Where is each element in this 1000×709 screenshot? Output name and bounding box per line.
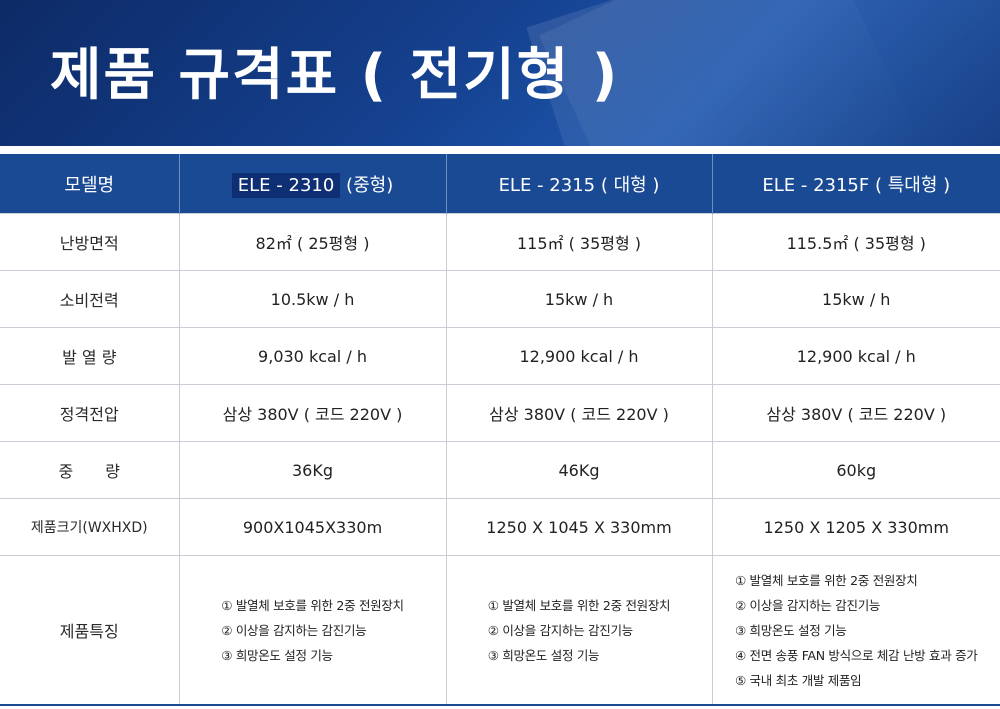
table-row: 소비전력 10.5kw / h 15kw / h 15kw / h xyxy=(0,270,1000,328)
table-cell: 15kw / h xyxy=(711,270,1000,328)
features-cell: ① 발열체 보호를 위한 2중 전원장치 ② 이상을 감지하는 감진기능 ③ 희… xyxy=(711,555,1000,706)
table-cell: 삼상 380V ( 코드 220V ) xyxy=(445,384,713,442)
list-item: ③ 희망온도 설정 기능 xyxy=(221,647,333,663)
table-row: 난방면적 82㎡ ( 25평형 ) 115㎡ ( 35평형 ) 115.5㎡ (… xyxy=(0,213,1000,271)
features-list: ① 발열체 보호를 위한 2중 전원장치 ② 이상을 감지하는 감진기능 ③ 희… xyxy=(735,568,978,693)
table-cell: 9,030 kcal / h xyxy=(178,327,447,385)
table-cell: 1250 X 1205 X 330mm xyxy=(711,498,1000,556)
features-row: 제품특징 ① 발열체 보호를 위한 2중 전원장치 ② 이상을 감지하는 감진기… xyxy=(0,555,1000,706)
list-item: ② 이상을 감지하는 감진기능 xyxy=(487,622,633,638)
model-name: ELE - 2310 xyxy=(231,172,341,198)
row-label: 소비전력 xyxy=(0,270,180,328)
features-list: ① 발열체 보호를 위한 2중 전원장치 ② 이상을 감지하는 감진기능 ③ 희… xyxy=(488,593,671,668)
row-label: 제품특징 xyxy=(0,555,180,706)
list-item: ④ 전면 송풍 FAN 방식으로 체감 난방 효과 증가 xyxy=(734,647,978,663)
title-banner: 제품 규격표 ( 전기형 ) xyxy=(0,0,1000,146)
model-size: ( 대형 ) xyxy=(600,174,660,196)
model-size: ( 특대형 ) xyxy=(874,174,951,196)
features-list: ① 발열체 보호를 위한 2중 전원장치 ② 이상을 감지하는 감진기능 ③ 희… xyxy=(221,593,404,668)
page-title: 제품 규격표 ( 전기형 ) xyxy=(50,43,620,108)
list-item: ① 발열체 보호를 위한 2중 전원장치 xyxy=(487,597,671,613)
header-row: 모델명 ELE - 2310 (중형) ELE - 2315 ( 대형 ) EL… xyxy=(0,154,1000,214)
list-item: ① 발열체 보호를 위한 2중 전원장치 xyxy=(221,597,404,613)
table-cell: 900X1045X330m xyxy=(178,498,447,556)
table-cell: 15kw / h xyxy=(445,270,713,328)
divider xyxy=(0,146,1000,154)
row-label: 발 열 량 xyxy=(0,327,180,385)
table-row: 정격전압 삼상 380V ( 코드 220V ) 삼상 380V ( 코드 22… xyxy=(0,384,1000,442)
features-cell: ① 발열체 보호를 위한 2중 전원장치 ② 이상을 감지하는 감진기능 ③ 희… xyxy=(178,555,447,706)
list-item: ⑤ 국내 최초 개발 제품임 xyxy=(734,672,862,688)
model-header: ELE - 2315F ( 특대형 ) xyxy=(711,154,1000,214)
spec-table: 모델명 ELE - 2310 (중형) ELE - 2315 ( 대형 ) EL… xyxy=(0,154,1000,706)
row-label: 난방면적 xyxy=(0,213,180,271)
table-cell: 115.5㎡ ( 35평형 ) xyxy=(711,213,1000,271)
list-item: ③ 희망온도 설정 기능 xyxy=(487,647,600,663)
table-cell: 10.5kw / h xyxy=(178,270,447,328)
features-cell: ① 발열체 보호를 위한 2중 전원장치 ② 이상을 감지하는 감진기능 ③ 희… xyxy=(445,555,713,706)
table-cell: 115㎡ ( 35평형 ) xyxy=(445,213,713,271)
table-row: 중 량 36Kg 46Kg 60kg xyxy=(0,441,1000,499)
model-header: ELE - 2315 ( 대형 ) xyxy=(445,154,713,214)
model-name: ELE - 2315F xyxy=(762,174,870,196)
table-cell: 36Kg xyxy=(178,441,447,499)
table-cell: 60kg xyxy=(711,441,1000,499)
list-item: ② 이상을 감지하는 감진기능 xyxy=(221,622,367,638)
table-cell: 46Kg xyxy=(445,441,713,499)
model-name: ELE - 2315 xyxy=(498,174,596,196)
table-cell: 12,900 kcal / h xyxy=(445,327,713,385)
row-label: 정격전압 xyxy=(0,384,180,442)
row-label: 중 량 xyxy=(0,441,180,499)
table-cell: 12,900 kcal / h xyxy=(711,327,1000,385)
list-item: ③ 희망온도 설정 기능 xyxy=(734,622,847,638)
model-size: (중형) xyxy=(346,174,394,196)
list-item: ① 발열체 보호를 위한 2중 전원장치 xyxy=(734,572,918,588)
header-label: 모델명 xyxy=(0,154,180,214)
table-row: 발 열 량 9,030 kcal / h 12,900 kcal / h 12,… xyxy=(0,327,1000,385)
table-cell: 삼상 380V ( 코드 220V ) xyxy=(711,384,1000,442)
table-cell: 82㎡ ( 25평형 ) xyxy=(178,213,447,271)
table-cell: 1250 X 1045 X 330mm xyxy=(445,498,713,556)
table-row: 제품크기(WXHXD) 900X1045X330m 1250 X 1045 X … xyxy=(0,498,1000,556)
row-label: 제품크기(WXHXD) xyxy=(0,498,180,556)
model-header: ELE - 2310 (중형) xyxy=(178,154,447,214)
table-cell: 삼상 380V ( 코드 220V ) xyxy=(178,384,447,442)
list-item: ② 이상을 감지하는 감진기능 xyxy=(734,597,881,613)
